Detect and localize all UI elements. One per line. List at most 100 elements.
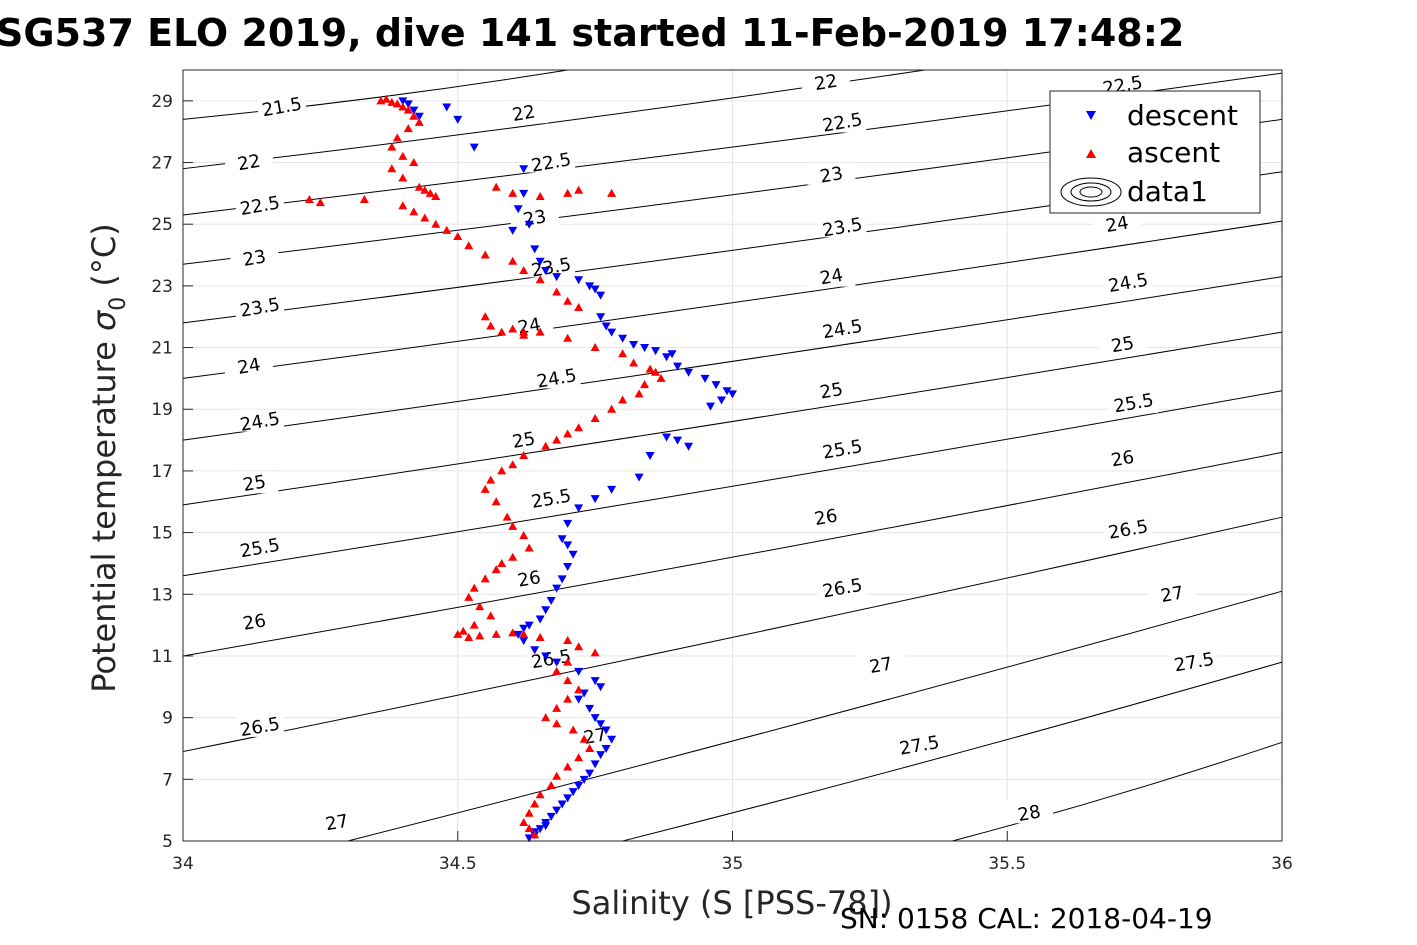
x-tick-label: 34 bbox=[172, 854, 194, 874]
ascent-point bbox=[563, 636, 573, 645]
contour-label-bg bbox=[230, 471, 279, 494]
contour-label-bg bbox=[532, 366, 581, 389]
contour-label: 25 bbox=[241, 471, 267, 496]
contour-label-bg bbox=[235, 409, 284, 432]
descent-point bbox=[519, 624, 529, 633]
contour-label: 27 bbox=[324, 811, 350, 836]
ascent-point bbox=[563, 296, 573, 305]
contour-line bbox=[622, 661, 1283, 842]
descent-point bbox=[409, 106, 419, 115]
ascent-point bbox=[398, 201, 408, 210]
descent-point bbox=[574, 695, 584, 704]
contour-label: 22 bbox=[813, 70, 839, 95]
ascent-point bbox=[563, 657, 573, 666]
descent-point bbox=[728, 390, 737, 399]
ascent-point bbox=[618, 395, 628, 404]
ascent-point bbox=[398, 151, 408, 160]
contour-label: 24 bbox=[1104, 212, 1130, 237]
contour-label-bg bbox=[801, 70, 850, 93]
ascent-point bbox=[398, 173, 408, 182]
contour-label: 26 bbox=[516, 567, 542, 592]
contour-label-bg bbox=[505, 566, 554, 589]
descent-point bbox=[651, 347, 661, 356]
contour-label-bg bbox=[1098, 332, 1147, 355]
descent-point bbox=[552, 806, 562, 815]
y-tick-label: 5 bbox=[162, 832, 173, 852]
y-axis-label-unit: (°C) bbox=[85, 223, 123, 296]
ascent-point bbox=[546, 780, 556, 789]
contour-line bbox=[182, 516, 1283, 753]
contour-label-bg bbox=[527, 150, 576, 173]
contour-label-bg bbox=[1005, 801, 1054, 824]
descent-point bbox=[601, 726, 611, 735]
descent-point bbox=[585, 282, 595, 291]
legend-descent: descent bbox=[1127, 99, 1238, 132]
contour-label-bg bbox=[818, 215, 867, 238]
legend[interactable]: descent ascent data1 bbox=[1049, 90, 1261, 214]
ascent-point bbox=[519, 330, 529, 339]
ascent-point bbox=[590, 648, 600, 657]
ascent-point bbox=[640, 380, 650, 389]
ascent-point bbox=[535, 790, 545, 799]
contour-label-bg bbox=[856, 653, 905, 676]
ascent-point bbox=[563, 429, 573, 438]
y-tick-label: 27 bbox=[151, 154, 173, 174]
descent-point bbox=[563, 519, 573, 528]
contour-label-bg bbox=[235, 193, 284, 216]
ascent-point bbox=[480, 250, 490, 259]
descent-point bbox=[601, 744, 611, 753]
descent-point bbox=[662, 353, 672, 362]
ascent-point bbox=[508, 521, 518, 530]
ascent-point bbox=[464, 632, 474, 641]
descent-point bbox=[596, 751, 606, 760]
contour-line bbox=[182, 276, 1283, 441]
contour-legend-icon bbox=[1060, 177, 1122, 207]
descent-point bbox=[519, 637, 529, 646]
descent-point bbox=[541, 652, 551, 661]
descent-point bbox=[590, 714, 600, 723]
ascent-point bbox=[431, 219, 441, 228]
legend-ascent: ascent bbox=[1127, 136, 1220, 169]
contour-label: 23 bbox=[818, 163, 844, 188]
ascent-point bbox=[524, 543, 534, 552]
descent-point bbox=[535, 257, 545, 266]
descent-point bbox=[684, 442, 694, 451]
ascent-point bbox=[409, 111, 419, 120]
ascent-point bbox=[530, 799, 540, 808]
ascent-point bbox=[524, 824, 534, 833]
contour-label-bg bbox=[1104, 270, 1153, 293]
ascent-point bbox=[414, 182, 424, 191]
ascent-point bbox=[425, 188, 435, 197]
contour-label-bg bbox=[818, 437, 867, 460]
ascent-point bbox=[563, 676, 573, 685]
descent-point bbox=[601, 322, 611, 331]
y-tick-label: 29 bbox=[151, 92, 173, 112]
contour-label: 24 bbox=[818, 265, 844, 290]
descent-point bbox=[579, 775, 589, 784]
ascent-point bbox=[469, 583, 479, 592]
descent-point bbox=[662, 433, 672, 442]
ascent-point bbox=[519, 629, 529, 638]
ascent-point bbox=[574, 185, 584, 194]
ascent-point bbox=[552, 435, 562, 444]
descent-point bbox=[552, 584, 562, 593]
ascent-point bbox=[486, 321, 496, 330]
descent-point bbox=[519, 165, 529, 174]
ascent-point bbox=[535, 191, 545, 200]
ascent-point bbox=[469, 620, 479, 629]
contour-label-bg bbox=[312, 810, 361, 833]
ascent-point bbox=[392, 99, 402, 108]
contour-label-bg bbox=[499, 101, 548, 124]
ascent-point bbox=[508, 460, 518, 469]
ascent-point bbox=[590, 413, 600, 422]
contour-label: 26 bbox=[241, 610, 267, 635]
descent-point bbox=[568, 788, 578, 797]
ascent-point bbox=[607, 404, 617, 413]
descent-point bbox=[535, 615, 545, 624]
ascent-point bbox=[486, 611, 496, 620]
ascent-point bbox=[574, 642, 584, 651]
contour-label-bg bbox=[1170, 650, 1219, 673]
ascent-point bbox=[442, 225, 452, 234]
ascent-point bbox=[502, 512, 512, 521]
